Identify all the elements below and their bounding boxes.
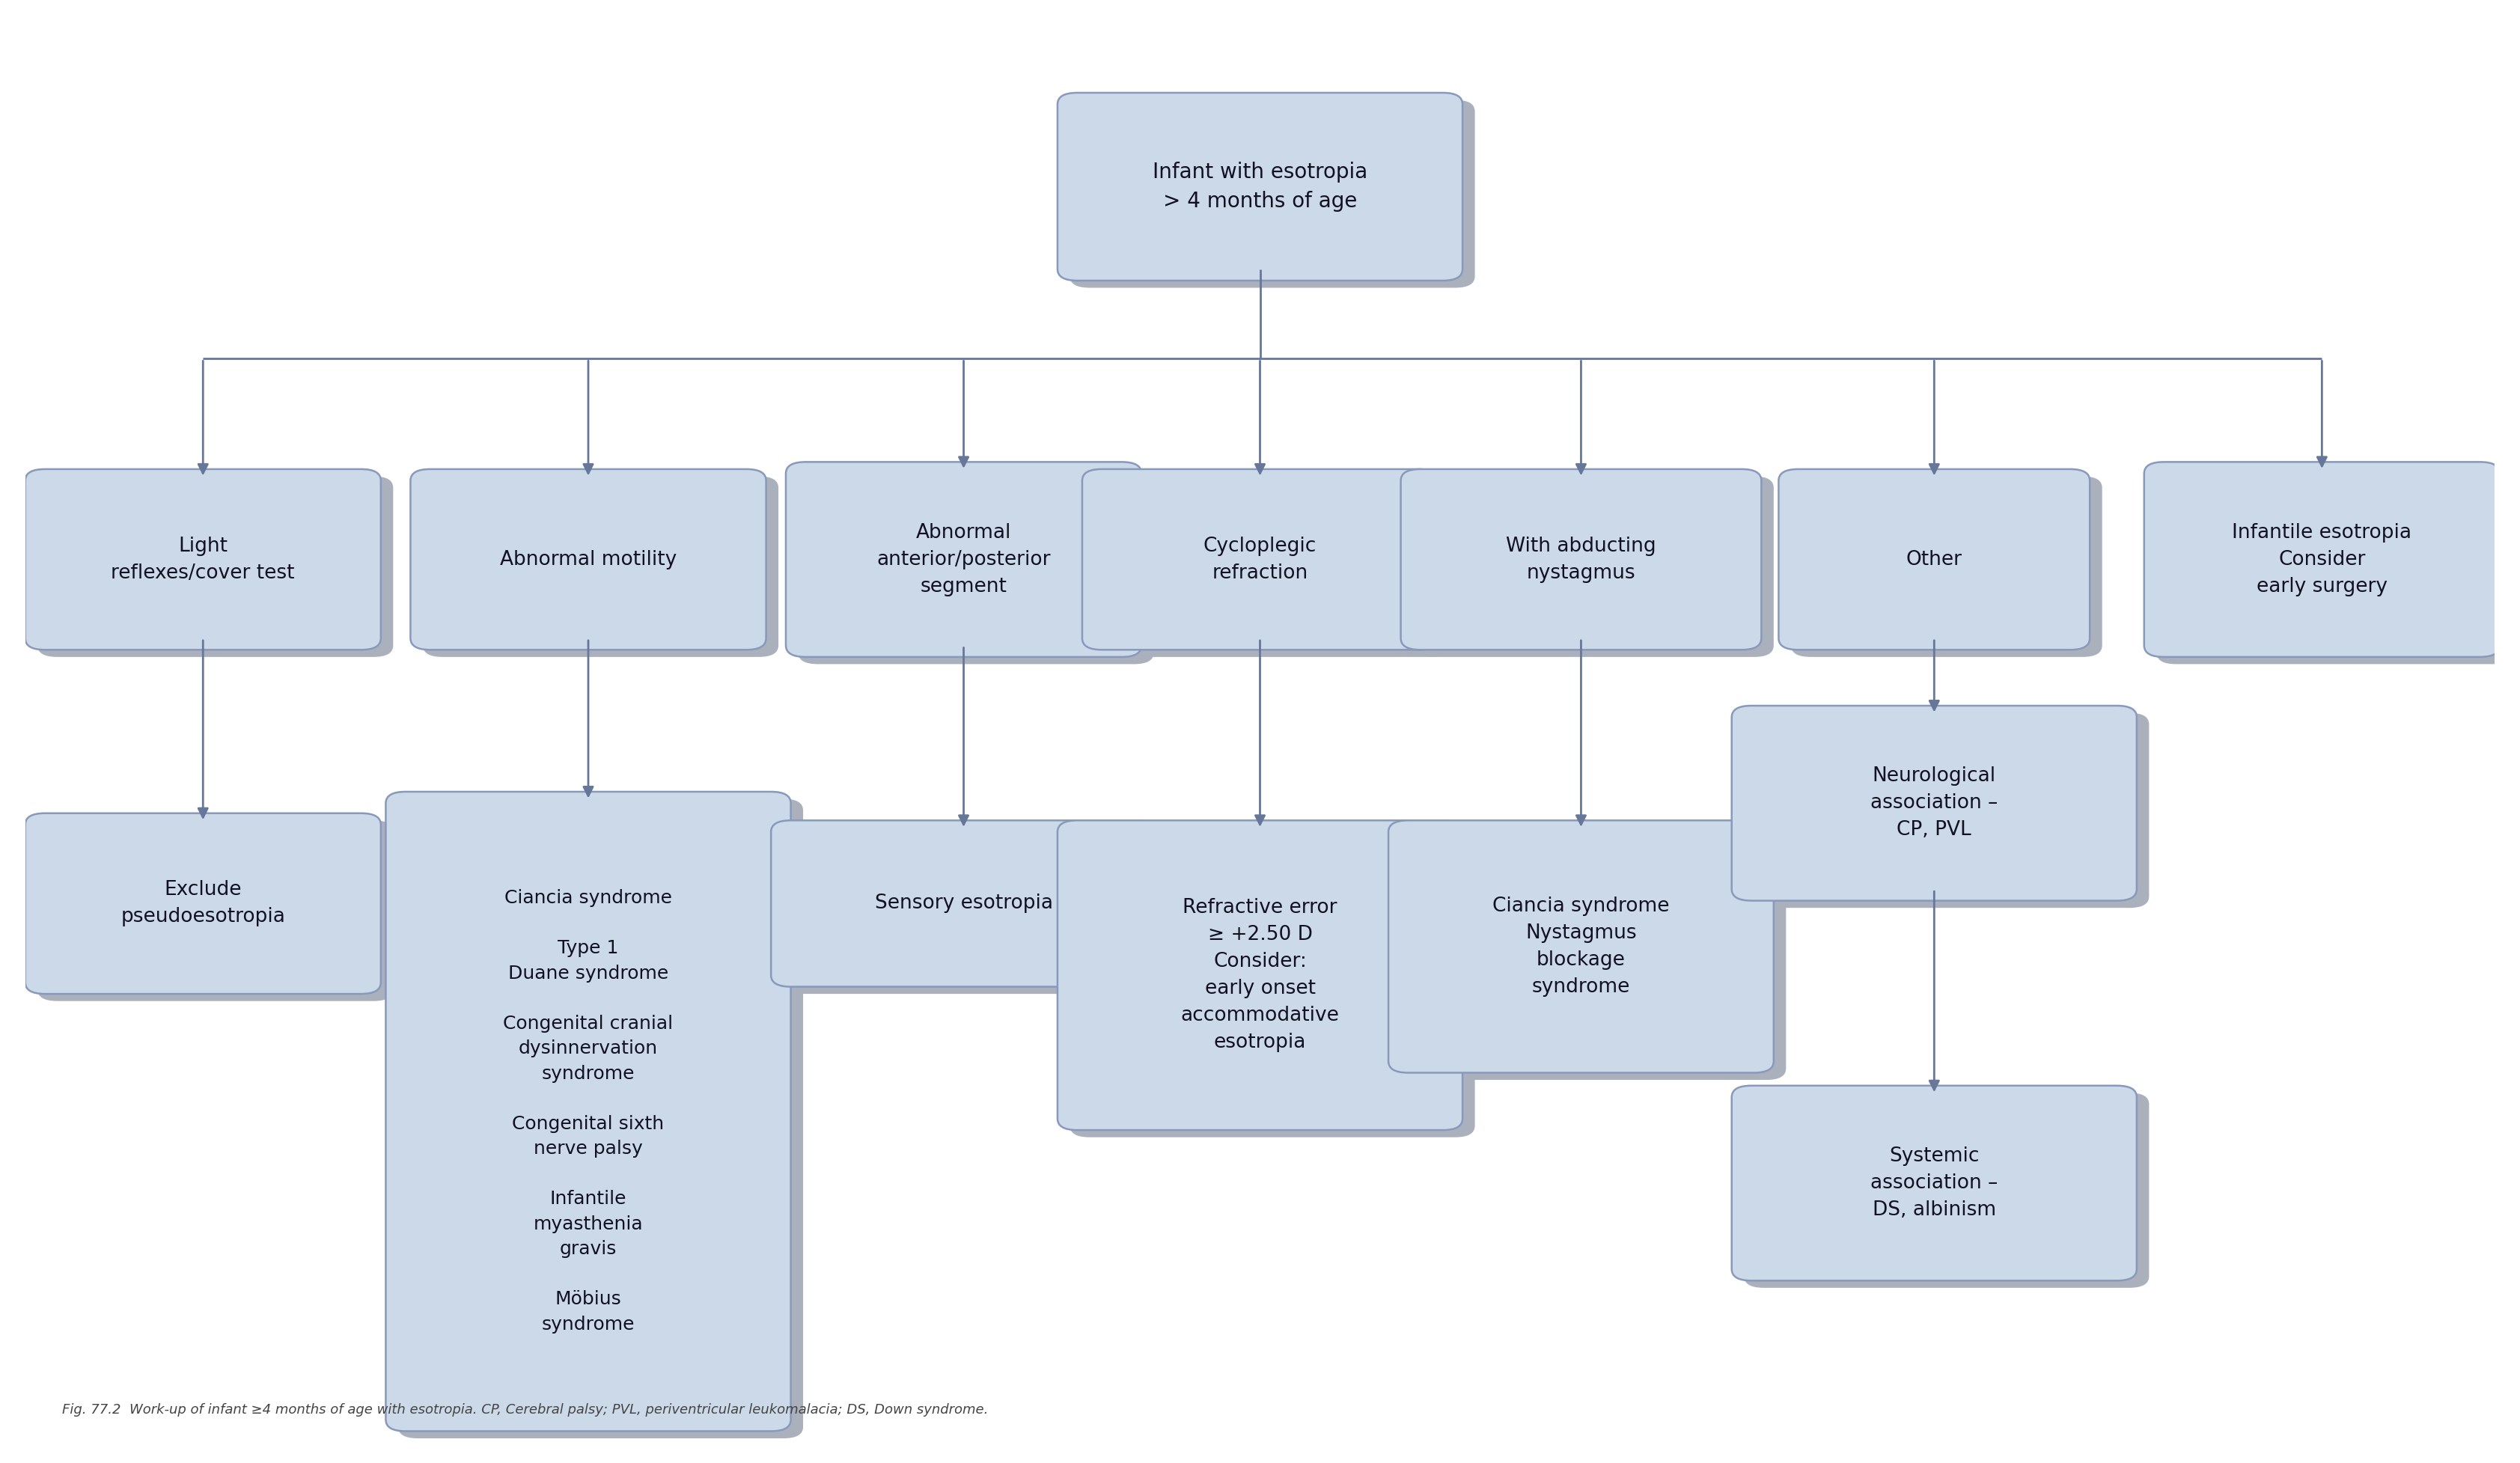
- FancyBboxPatch shape: [386, 791, 791, 1431]
- FancyBboxPatch shape: [38, 477, 393, 657]
- Text: Infant with esotropia
> 4 months of age: Infant with esotropia > 4 months of age: [1152, 161, 1368, 212]
- FancyBboxPatch shape: [1792, 477, 2102, 657]
- FancyBboxPatch shape: [784, 828, 1169, 993]
- Text: Systemic
association –
DS, albinism: Systemic association – DS, albinism: [1870, 1147, 1998, 1220]
- Text: With abducting
nystagmus: With abducting nystagmus: [1507, 537, 1656, 582]
- FancyBboxPatch shape: [1401, 470, 1761, 650]
- FancyBboxPatch shape: [786, 462, 1142, 657]
- FancyBboxPatch shape: [771, 821, 1157, 986]
- FancyBboxPatch shape: [411, 470, 766, 650]
- Text: Fig. 77.2  Work-up of infant ≥4 months of age with esotropia. CP, Cerebral palsy: Fig. 77.2 Work-up of infant ≥4 months of…: [63, 1403, 988, 1416]
- Text: Cycloplegic
refraction: Cycloplegic refraction: [1205, 537, 1315, 582]
- FancyBboxPatch shape: [25, 470, 381, 650]
- Text: Light
reflexes/cover test: Light reflexes/cover test: [111, 537, 295, 582]
- FancyBboxPatch shape: [1731, 1086, 2137, 1280]
- FancyBboxPatch shape: [1058, 821, 1462, 1129]
- FancyBboxPatch shape: [1094, 477, 1449, 657]
- FancyBboxPatch shape: [2157, 470, 2512, 664]
- FancyBboxPatch shape: [1744, 1093, 2150, 1287]
- FancyBboxPatch shape: [398, 799, 804, 1438]
- Text: Refractive error
≥ +2.50 D
Consider:
early onset
accommodative
esotropia: Refractive error ≥ +2.50 D Consider: ear…: [1182, 898, 1338, 1052]
- FancyBboxPatch shape: [1401, 828, 1787, 1080]
- FancyBboxPatch shape: [1071, 828, 1474, 1137]
- FancyBboxPatch shape: [1414, 477, 1774, 657]
- FancyBboxPatch shape: [1389, 821, 1774, 1072]
- FancyBboxPatch shape: [1779, 470, 2089, 650]
- Text: Other: Other: [1905, 550, 1963, 569]
- Text: Abnormal motility: Abnormal motility: [499, 550, 678, 569]
- FancyBboxPatch shape: [25, 813, 381, 993]
- FancyBboxPatch shape: [423, 477, 779, 657]
- FancyBboxPatch shape: [1071, 99, 1474, 288]
- FancyBboxPatch shape: [2145, 462, 2500, 657]
- Text: Infantile esotropia
Consider
early surgery: Infantile esotropia Consider early surge…: [2233, 522, 2412, 595]
- FancyBboxPatch shape: [1731, 705, 2137, 901]
- FancyBboxPatch shape: [1744, 712, 2150, 909]
- FancyBboxPatch shape: [38, 821, 393, 1001]
- FancyBboxPatch shape: [799, 470, 1154, 664]
- Text: Sensory esotropia: Sensory esotropia: [874, 894, 1053, 913]
- Text: Ciancia syndrome

Type 1
Duane syndrome

Congenital cranial
dysinnervation
syndr: Ciancia syndrome Type 1 Duane syndrome C…: [504, 890, 673, 1333]
- Text: Exclude
pseudoesotropia: Exclude pseudoesotropia: [121, 881, 285, 926]
- Text: Neurological
association –
CP, PVL: Neurological association – CP, PVL: [1870, 767, 1998, 840]
- Text: Ciancia syndrome
Nystagmus
blockage
syndrome: Ciancia syndrome Nystagmus blockage synd…: [1492, 897, 1671, 996]
- FancyBboxPatch shape: [1081, 470, 1439, 650]
- Text: Abnormal
anterior/posterior
segment: Abnormal anterior/posterior segment: [877, 522, 1051, 595]
- FancyBboxPatch shape: [1058, 92, 1462, 281]
